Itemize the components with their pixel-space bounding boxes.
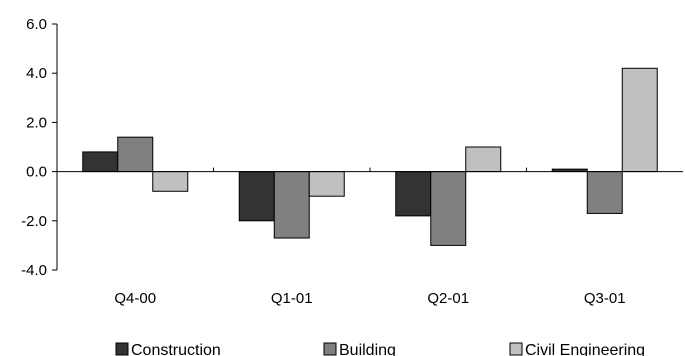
legend-label-civil-engineering: Civil Engineering — [525, 342, 645, 356]
bar-building-q2-01 — [430, 171, 467, 246]
bar-civil-engineering-q4-00 — [152, 171, 189, 192]
plot-area: -4.0 -2.0 0.0 2.0 4.0 6.0 Q4-00 Q1-01 Q2-01 Q3-01 — [21, 16, 683, 307]
x-tick-label: Q4-00 — [114, 290, 156, 307]
legend-label-construction: Construction — [131, 342, 221, 356]
bar-construction-q2-01 — [395, 171, 432, 217]
y-tick-label: 2.0 — [26, 114, 47, 131]
legend: Construction Building Civil Engineering — [115, 342, 645, 356]
legend-swatch-construction — [115, 342, 129, 356]
legend-label-building: Building — [339, 342, 396, 356]
bar-construction-q4-00 — [82, 151, 119, 173]
y-tick-label: 0.0 — [26, 164, 47, 181]
bar-building-q4-00 — [117, 136, 154, 173]
legend-swatch-building — [323, 342, 337, 356]
bar-building-q1-01 — [273, 171, 310, 239]
x-tick-label: Q1-01 — [271, 290, 313, 307]
bar-civil-engineering-q2-01 — [465, 146, 502, 173]
y-tick-label: -4.0 — [21, 262, 47, 279]
bar-construction-q1-01 — [238, 171, 275, 222]
x-tick-label: Q2-01 — [427, 290, 469, 307]
bar-civil-engineering-q1-01 — [308, 171, 345, 197]
legend-swatch-civil-engineering — [509, 342, 523, 356]
x-tick-label: Q3-01 — [584, 290, 626, 307]
y-tick-label: -2.0 — [21, 213, 47, 230]
bar-building-q3-01 — [586, 171, 623, 214]
y-tick-label: 4.0 — [26, 65, 47, 82]
y-tick-label: 6.0 — [26, 16, 47, 33]
bar-civil-engineering-q3-01 — [621, 67, 658, 173]
